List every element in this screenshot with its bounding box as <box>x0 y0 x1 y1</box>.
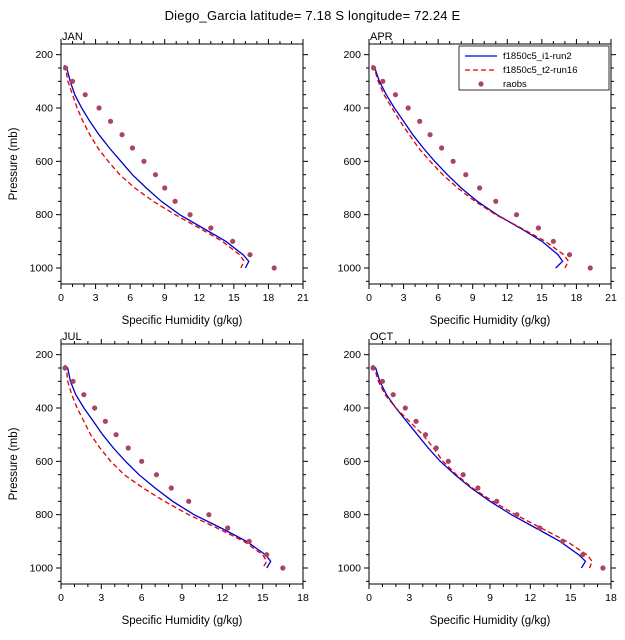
panel-apr: 0 3 6 9 12 15 18 21 200 400 600 800 1000 Specific Hum… <box>313 30 621 330</box>
series-f1850c5_i1-run2 <box>372 364 586 569</box>
svg-text:200: 200 <box>343 349 361 361</box>
x-axis-label: Specific Humidity (g/kg) <box>121 615 242 627</box>
series-f1850c5_t2-run16 <box>63 364 267 569</box>
figure-title: Diego_Garcia latitude= 7.18 S longitude=… <box>164 8 461 23</box>
series-f1850c5_i1-run2 <box>64 364 271 569</box>
panel-jul: 0 3 6 9 12 15 18 200 400 600 800 1000 Specific Humid… <box>5 330 313 630</box>
svg-text:400: 400 <box>343 403 361 415</box>
svg-text:800: 800 <box>343 509 361 521</box>
series-f1850c5_i1-run2 <box>63 64 250 269</box>
svg-text:6: 6 <box>446 592 452 604</box>
chart-jul: 0 3 6 9 12 15 18 200 400 600 800 1000 Specific Humid… <box>8 331 309 627</box>
svg-text:1000: 1000 <box>29 563 53 575</box>
svg-text:18: 18 <box>262 292 274 304</box>
chart-jan: 0 3 6 9 12 15 18 21 200 400 600 800 1000 Specific Hum… <box>8 31 309 327</box>
panel-title: JUL <box>62 331 82 343</box>
svg-text:12: 12 <box>524 592 536 604</box>
svg-text:1000: 1000 <box>337 263 361 275</box>
svg-text:3: 3 <box>406 592 412 604</box>
svg-text:400: 400 <box>343 103 361 115</box>
panel-title: OCT <box>370 331 394 343</box>
svg-text:600: 600 <box>35 156 53 168</box>
svg-text:21: 21 <box>297 292 309 304</box>
svg-text:21: 21 <box>605 292 617 304</box>
tick-labels: 0 3 6 9 12 15 18 200 400 600 800 1000 <box>29 349 308 604</box>
svg-text:3: 3 <box>92 292 98 304</box>
svg-text:0: 0 <box>366 592 372 604</box>
panel-oct: 0 3 6 9 12 15 18 200 400 600 800 1000 Specific Humid… <box>313 330 621 630</box>
y-axis-label: Pressure (mb) <box>8 127 20 200</box>
svg-text:0: 0 <box>58 292 64 304</box>
svg-text:18: 18 <box>570 292 582 304</box>
svg-text:6: 6 <box>435 292 441 304</box>
svg-text:200: 200 <box>35 349 53 361</box>
axes <box>55 39 308 289</box>
svg-text:9: 9 <box>469 292 475 304</box>
tick-labels: 0 3 6 9 12 15 18 21 200 400 600 800 1000 <box>29 49 308 304</box>
x-axis-label: Specific Humidity (g/kg) <box>429 315 550 327</box>
svg-text:9: 9 <box>161 292 167 304</box>
svg-text:12: 12 <box>193 292 205 304</box>
svg-text:1000: 1000 <box>29 263 53 275</box>
svg-text:600: 600 <box>343 156 361 168</box>
svg-text:6: 6 <box>127 292 133 304</box>
svg-text:6: 6 <box>138 592 144 604</box>
x-axis-label: Specific Humidity (g/kg) <box>429 615 550 627</box>
markers-raobs <box>61 365 285 571</box>
markers-raobs <box>370 65 593 271</box>
svg-text:600: 600 <box>343 456 361 468</box>
svg-text:12: 12 <box>501 292 513 304</box>
svg-text:3: 3 <box>98 592 104 604</box>
y-axis-label: Pressure (mb) <box>8 427 20 500</box>
panel-title: JAN <box>62 31 83 43</box>
svg-text:18: 18 <box>297 592 309 604</box>
tick-labels: 0 3 6 9 12 15 18 21 200 400 600 800 1000 <box>337 49 616 304</box>
svg-text:0: 0 <box>366 292 372 304</box>
chart-apr: 0 3 6 9 12 15 18 21 200 400 600 800 1000 Specific Hum… <box>337 31 616 327</box>
svg-text:18: 18 <box>605 592 617 604</box>
svg-text:200: 200 <box>35 49 53 61</box>
svg-text:f1850c5_t2-run16: f1850c5_t2-run16 <box>503 65 577 76</box>
svg-text:200: 200 <box>343 49 361 61</box>
svg-text:9: 9 <box>487 592 493 604</box>
svg-text:800: 800 <box>35 209 53 221</box>
svg-text:3: 3 <box>400 292 406 304</box>
svg-text:15: 15 <box>228 292 240 304</box>
svg-text:15: 15 <box>256 592 268 604</box>
tick-labels: 0 3 6 9 12 15 18 200 400 600 800 1000 <box>337 349 616 604</box>
panel-jan: 0 3 6 9 12 15 18 21 200 400 600 800 1000 Specific Hum… <box>5 30 313 330</box>
axes <box>55 339 308 589</box>
axes <box>363 339 616 589</box>
svg-text:0: 0 <box>58 592 64 604</box>
svg-text:15: 15 <box>536 292 548 304</box>
series-f1850c5_t2-run16 <box>62 64 245 269</box>
markers-raobs <box>369 365 606 571</box>
svg-text:raobs: raobs <box>503 79 527 90</box>
svg-text:400: 400 <box>35 103 53 115</box>
chart-oct: 0 3 6 9 12 15 18 200 400 600 800 1000 Specific Humid… <box>337 331 616 627</box>
x-axis-label: Specific Humidity (g/kg) <box>121 315 242 327</box>
svg-text:400: 400 <box>35 403 53 415</box>
svg-text:800: 800 <box>343 209 361 221</box>
svg-text:800: 800 <box>35 509 53 521</box>
series-f1850c5_t2-run16 <box>370 64 569 269</box>
svg-text:9: 9 <box>179 592 185 604</box>
panel-title: APR <box>370 31 393 43</box>
svg-text:12: 12 <box>216 592 228 604</box>
svg-text:1000: 1000 <box>337 563 361 575</box>
axes <box>363 39 616 289</box>
svg-text:f1850c5_i1-run2: f1850c5_i1-run2 <box>503 51 572 62</box>
panel-grid: 0 3 6 9 12 15 18 21 200 400 600 800 1000 Specific Hum… <box>5 30 621 630</box>
markers-raobs <box>62 65 277 271</box>
series-f1850c5_i1-run2 <box>371 64 563 269</box>
series-f1850c5_t2-run16 <box>371 364 593 569</box>
svg-text:600: 600 <box>35 456 53 468</box>
svg-text:15: 15 <box>564 592 576 604</box>
